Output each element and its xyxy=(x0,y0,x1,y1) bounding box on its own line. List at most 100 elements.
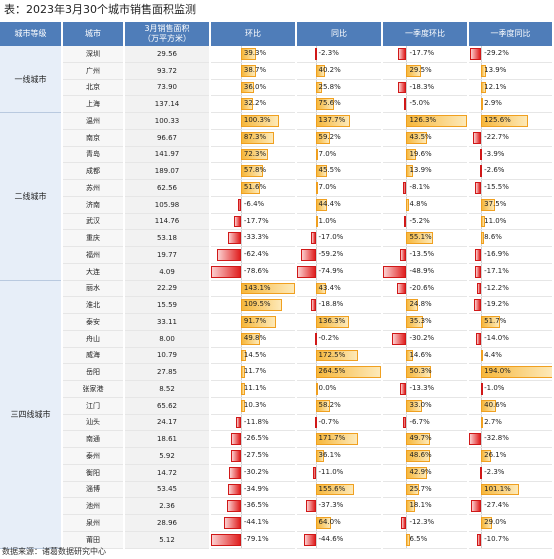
value-label: 19.6% xyxy=(409,149,432,158)
value-label: 11.7% xyxy=(243,367,267,376)
zero-axis xyxy=(240,247,242,263)
value-label: 91.7% xyxy=(243,317,267,325)
data-bar xyxy=(480,383,483,395)
cell-mom: -36.5% xyxy=(210,497,297,515)
tier-label: 二线城市 xyxy=(0,112,63,281)
cell-q1-mom: 55.1% xyxy=(382,229,469,247)
cell-mom: -62.4% xyxy=(210,246,297,264)
table-row: 青岛 141.97 72.3% 7.0% 19.6% -3.9% xyxy=(0,146,554,164)
value-label: 45.5% xyxy=(318,166,341,175)
zero-axis xyxy=(315,263,317,280)
cell-q1-yoy: -19.2% xyxy=(468,296,554,314)
value-label: 11.1% xyxy=(243,384,267,392)
cell-q1-mom: 48.6% xyxy=(382,447,469,465)
value-label: -44.1% xyxy=(243,518,269,526)
value-label: 51.7% xyxy=(484,317,507,325)
data-bar xyxy=(217,249,241,261)
data-bar xyxy=(315,332,318,345)
value-label: 7.0% xyxy=(318,149,337,158)
cell-q1-mom: -13.5% xyxy=(382,246,469,264)
data-bar xyxy=(477,533,482,546)
zero-axis xyxy=(481,263,483,280)
data-bar xyxy=(403,215,407,228)
cell-yoy: -59.2% xyxy=(296,246,383,264)
data-bar xyxy=(240,131,274,144)
zero-axis xyxy=(240,263,242,280)
data-bar xyxy=(406,232,433,244)
data-bar xyxy=(481,64,487,77)
data-bar xyxy=(306,500,316,512)
data-bar xyxy=(481,316,501,328)
data-bar xyxy=(315,165,327,177)
data-bar xyxy=(474,265,482,278)
data-bar xyxy=(481,349,484,362)
table-body: 一线城市 深圳 29.56 39.3% -2.3% -17.7% -29.2% 广州 93.72… xyxy=(0,46,554,549)
value-label: -6.4% xyxy=(243,199,265,208)
value-label: -30.2% xyxy=(243,467,269,476)
cell-q1-mom: 19.6% xyxy=(382,146,469,164)
data-bar xyxy=(315,81,322,94)
city-name: 威海 xyxy=(62,347,125,365)
value-label: -20.6% xyxy=(409,283,435,292)
data-bar xyxy=(240,282,294,295)
data-bar xyxy=(481,81,486,94)
zero-axis xyxy=(240,481,242,497)
data-bar xyxy=(240,48,256,60)
city-name: 张家港 xyxy=(62,380,125,398)
data-bar xyxy=(481,115,528,127)
zero-axis xyxy=(406,280,408,296)
value-label: 43.5% xyxy=(409,132,432,141)
header-q1-mom: 一季度环比 xyxy=(382,22,469,46)
value-label: -36.5% xyxy=(243,501,269,510)
cell-q1-mom: 35.3% xyxy=(382,313,469,331)
value-label: -17.0% xyxy=(318,233,344,242)
cell-q1-mom: -30.2% xyxy=(382,330,469,348)
value-label: 0.0% xyxy=(318,384,337,392)
city-name: 莆田 xyxy=(62,531,125,549)
cell-q1-yoy: 2.9% xyxy=(468,95,554,113)
data-bar xyxy=(240,332,260,345)
table-row: 南京 96.67 87.3% 59.2% 43.5% -22.7% xyxy=(0,129,554,147)
zero-axis xyxy=(315,297,317,313)
cell-mom: -11.8% xyxy=(210,414,297,432)
table-row: 威海 10.79 14.5% 172.5% 14.6% 4.4% xyxy=(0,347,554,365)
cell-yoy: 7.0% xyxy=(296,146,383,164)
cell-yoy: 172.5% xyxy=(296,347,383,365)
data-bar xyxy=(224,517,241,529)
table-row: 淄博 53.45 -34.9% 155.6% 25.7% 101.1% xyxy=(0,481,554,499)
data-bar xyxy=(211,265,241,278)
sales-area: 28.96 xyxy=(124,514,211,532)
cell-q1-mom: -17.7% xyxy=(382,46,469,63)
data-bar xyxy=(315,450,325,462)
data-bar xyxy=(315,198,327,211)
data-bar xyxy=(406,131,428,144)
zero-axis xyxy=(406,79,408,95)
cell-yoy: 171.7% xyxy=(296,430,383,448)
cell-mom: 143.1% xyxy=(210,280,297,298)
cell-q1-yoy: 26.1% xyxy=(468,447,554,465)
table-row: 福州 19.77 -62.4% -59.2% -13.5% -16.9% xyxy=(0,246,554,264)
city-name: 重庆 xyxy=(62,229,125,247)
cell-yoy: 36.1% xyxy=(296,447,383,465)
cell-q1-mom: 25.7% xyxy=(382,481,469,499)
zero-axis xyxy=(240,531,242,548)
zero-axis xyxy=(315,531,317,548)
city-name: 青岛 xyxy=(62,146,125,164)
data-bar xyxy=(234,215,241,228)
sales-area: 5.92 xyxy=(124,447,211,465)
cell-q1-yoy: 125.6% xyxy=(468,112,554,130)
cell-mom: 57.8% xyxy=(210,162,297,180)
cell-q1-mom: 24.8% xyxy=(382,296,469,314)
cell-yoy: -44.6% xyxy=(296,531,383,549)
value-label: 75.6% xyxy=(318,99,341,108)
cell-q1-yoy: 40.6% xyxy=(468,397,554,415)
value-label: -37.3% xyxy=(318,501,344,510)
data-bar xyxy=(240,182,261,194)
cell-q1-mom: 42.9% xyxy=(382,464,469,482)
zero-axis xyxy=(406,180,408,196)
cell-q1-yoy: -22.7% xyxy=(468,129,554,147)
zero-axis xyxy=(406,46,408,62)
value-label: -8.1% xyxy=(409,183,430,191)
data-bar xyxy=(474,249,482,261)
data-bar xyxy=(240,115,279,127)
